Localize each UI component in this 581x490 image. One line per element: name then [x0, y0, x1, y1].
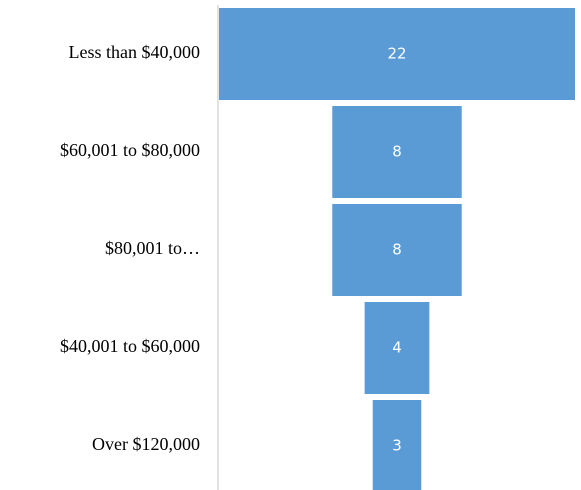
- value-label: 4: [392, 339, 402, 357]
- funnel-bar: [332, 204, 462, 296]
- value-label: 8: [392, 241, 402, 259]
- category-label: Over $120,000: [92, 434, 200, 454]
- category-label: $60,001 to $80,000: [60, 140, 200, 160]
- funnel-bar: [219, 8, 575, 100]
- funnel-bar: [332, 106, 462, 198]
- funnel-bar: [364, 302, 430, 394]
- category-label: $80,001 to…: [105, 238, 200, 258]
- value-label: 22: [387, 45, 406, 63]
- category-label: $40,001 to $60,000: [60, 336, 200, 356]
- value-label: 3: [392, 437, 402, 455]
- funnel-bar: [372, 400, 422, 490]
- value-label: 8: [392, 143, 402, 161]
- category-label: Less than $40,000: [69, 42, 200, 62]
